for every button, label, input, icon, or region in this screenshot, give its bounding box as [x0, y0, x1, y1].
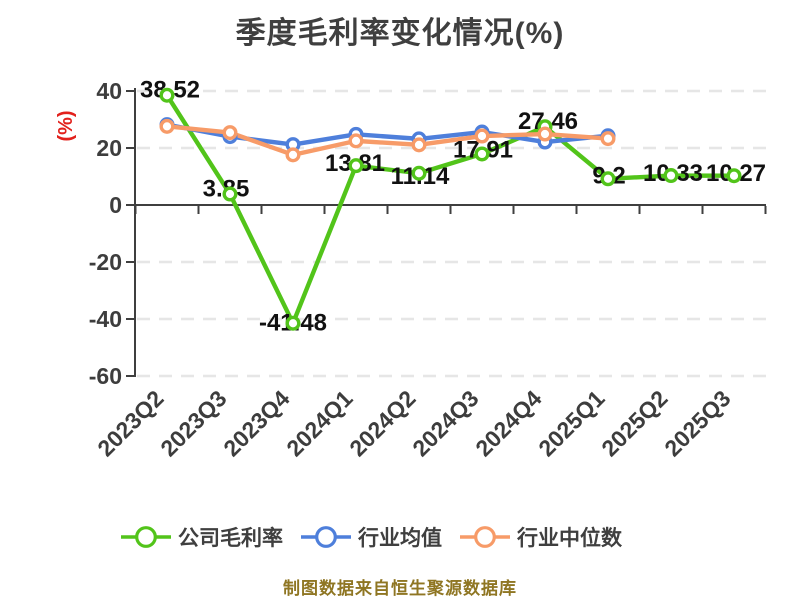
grid-lines — [137, 89, 766, 378]
legend-circle — [474, 526, 496, 548]
chart-title: 季度毛利率变化情况(%) — [235, 17, 565, 50]
x-tick-label: 2023Q3 — [155, 385, 231, 461]
marker-industry-median — [537, 126, 553, 142]
x-tick-label: 2024Q1 — [281, 385, 357, 461]
y-tick-label: -20 — [89, 249, 122, 275]
x-tick-label: 2025Q3 — [659, 385, 735, 461]
y-axis-name: (%) — [55, 110, 77, 141]
x-tick-label: 2024Q2 — [344, 385, 420, 461]
legend-label: 公司毛利率 — [178, 527, 283, 550]
legend-item-industry-median[interactable]: 行业中位数 — [460, 522, 622, 552]
marker-industry-median — [285, 147, 301, 163]
marker-company-margin — [600, 171, 616, 187]
legend-label: 行业中位数 — [517, 527, 622, 550]
data-source-note: 制图数据来自恒生聚源数据库 — [283, 579, 517, 598]
series-line-industry-median — [164, 124, 611, 158]
series-line-company-margin — [164, 93, 737, 326]
axes — [126, 88, 767, 377]
y-tick-label: 40 — [96, 78, 122, 104]
y-tick-labels: 40 20 0 -20 -40 -60 — [89, 78, 122, 389]
y-tick-label: -60 — [89, 363, 122, 389]
markers-industry-median — [159, 118, 616, 163]
legend-label: 行业均值 — [358, 527, 442, 550]
x-tick-label: 2023Q4 — [218, 385, 294, 461]
y-tick-label: 20 — [96, 135, 122, 161]
marker-company-margin — [411, 165, 427, 181]
marker-company-margin — [285, 315, 301, 331]
x-tick-label: 2025Q2 — [596, 385, 672, 461]
x-tick-label: 2024Q3 — [407, 385, 483, 461]
marker-company-margin — [348, 158, 364, 174]
markers-company — [159, 87, 742, 331]
legend-marker-icon — [301, 526, 351, 548]
marker-industry-median — [222, 125, 238, 141]
legend-item-industry-avg[interactable]: 行业均值 — [301, 522, 442, 552]
legend: 公司毛利率 行业均值 行业中位数 — [121, 520, 622, 554]
x-tick-label: 2025Q1 — [533, 385, 609, 461]
x-tick-label: 2023Q2 — [92, 385, 168, 461]
data-labels: 38.523.85-41.4813.8111.1417.9127.469.210… — [140, 77, 766, 337]
legend-item-company-margin[interactable]: 公司毛利率 — [121, 522, 283, 552]
marker-industry-median — [411, 137, 427, 153]
x-tick-labels: 2023Q22023Q32023Q42024Q12024Q22024Q32024… — [92, 385, 735, 461]
y-tick-label: -40 — [89, 306, 122, 332]
legend-marker-icon — [460, 526, 510, 548]
marker-industry-median — [348, 133, 364, 149]
marker-industry-median — [600, 131, 616, 147]
marker-industry-median — [474, 128, 490, 144]
x-tick-label: 2024Q4 — [470, 385, 546, 461]
legend-circle — [135, 526, 157, 548]
marker-company-margin — [726, 168, 742, 184]
marker-company-margin — [222, 186, 238, 202]
y-axis-name-group: (%) — [55, 110, 77, 141]
legend-circle — [315, 526, 337, 548]
legend-marker-icon — [121, 526, 171, 548]
y-tick-label: 0 — [109, 192, 122, 218]
marker-company-margin — [474, 146, 490, 162]
marker-company-margin — [663, 168, 679, 184]
marker-industry-median — [159, 118, 175, 134]
marker-company-margin — [159, 87, 175, 103]
